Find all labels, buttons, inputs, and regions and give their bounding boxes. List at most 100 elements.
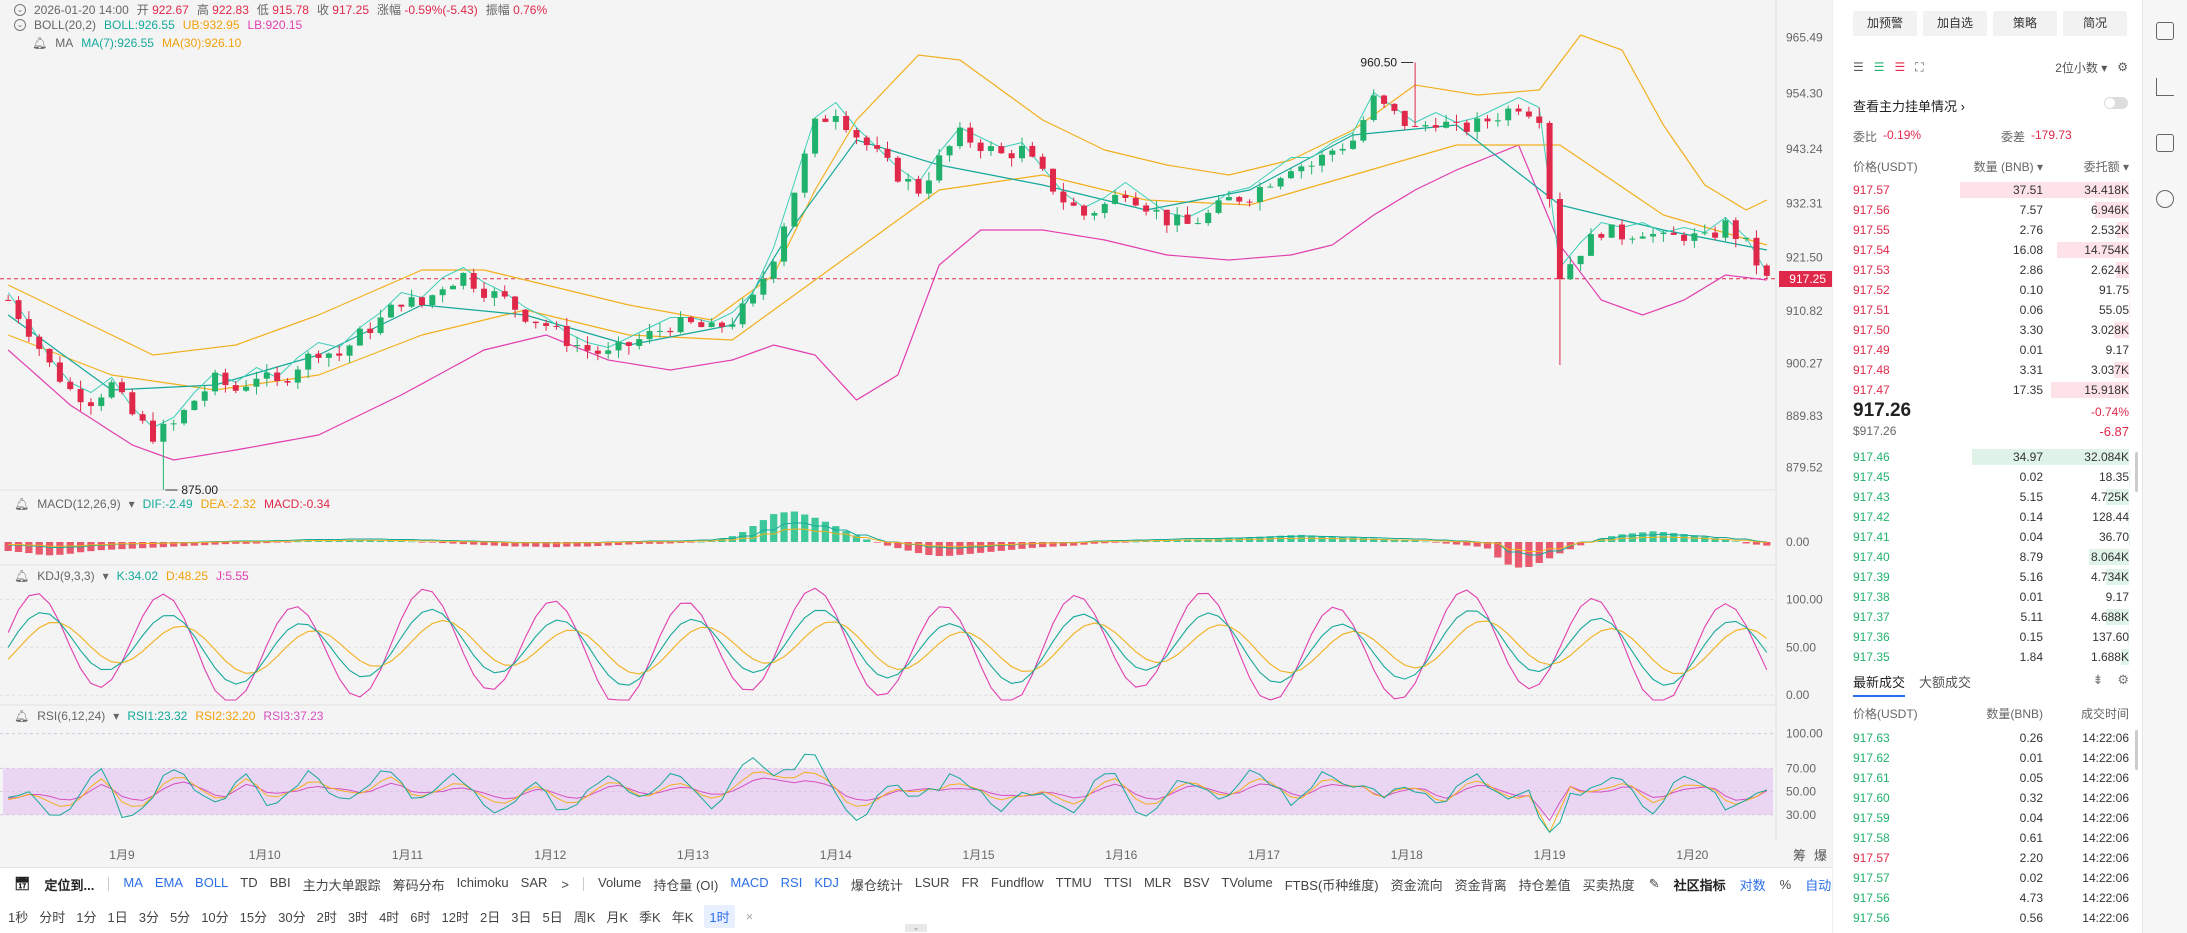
sub-indicator-item[interactable]: 资金流向 [1390,877,1443,893]
interval-item[interactable]: 6时 [410,910,431,925]
exchange-icon[interactable] [2156,190,2174,208]
sub-indicator-item[interactable]: FR [961,874,979,890]
main-indicator-item[interactable]: SAR [520,874,548,890]
log-scale-button[interactable]: 对数 [1739,877,1766,893]
strategy-button[interactable]: 策略 [1993,11,2057,36]
auto-scale-button[interactable]: 自动 [1805,877,1832,893]
ask-row[interactable]: 917.53 2.86 2.624K [1853,260,2129,280]
bid-row[interactable]: 917.45 0.02 18.35 [1853,467,2129,487]
interval-item[interactable]: 季K [639,910,661,925]
chart-area[interactable]: 965.49 954.30 943.24 932.31 921.50 910.82 900.… [0,0,1838,867]
ask-row[interactable]: 917.51 0.06 55.05 [1853,300,2129,320]
sub-indicator-item[interactable]: 持仓量 (OI) [653,877,719,893]
interval-item[interactable]: 1时 [704,905,735,928]
sub-indicator-item[interactable]: 买卖热度 [1582,877,1635,893]
tab-large-trades[interactable]: 大额成交 [1919,675,1972,690]
sub-indicator-item[interactable]: BSV [1183,874,1210,890]
main-indicator-item[interactable]: EMA [154,874,184,890]
add-watchlist-button[interactable]: 加自选 [1923,11,1987,36]
interval-item[interactable]: 15分 [239,910,268,925]
more-indicators-button[interactable]: > [561,876,569,892]
trend-chart-icon[interactable] [2156,78,2174,96]
main-indicator-item[interactable]: BBI [269,874,291,890]
chips-label[interactable]: 筹 [1793,848,1807,863]
locate-button[interactable]: 定位到... [44,877,95,893]
header-amount[interactable]: 委托额 ▾ [2083,160,2129,174]
interval-item[interactable]: 5分 [169,910,191,925]
bell-icon[interactable]: 🔔︎ [32,36,48,50]
edit-icon[interactable]: ✎ [1648,876,1660,891]
sub-indicator-item[interactable]: MACD [730,874,769,890]
interval-item[interactable]: 4时 [379,910,400,925]
interval-item[interactable]: 2时 [316,910,337,925]
liquidation-label[interactable]: 爆 [1814,848,1828,863]
summary-button[interactable]: 简况 [2063,11,2127,36]
bell-icon[interactable]: 🔔︎ [14,709,30,723]
ask-row[interactable]: 917.48 3.31 3.037K [1853,360,2129,380]
bid-row[interactable]: 917.35 1.84 1.688K [1853,647,2129,667]
interval-item[interactable]: 月K [606,910,629,925]
bid-row[interactable]: 917.42 0.14 128.44 [1853,507,2129,527]
sub-indicator-item[interactable]: TTMU [1055,874,1092,890]
main-indicator-item[interactable]: 主力大单跟踪 [302,877,381,893]
sub-indicator-item[interactable]: Fundflow [990,874,1044,890]
bid-row[interactable]: 917.41 0.04 36.70 [1853,527,2129,547]
interval-item[interactable]: 10分 [201,910,229,925]
bid-row[interactable]: 917.39 5.16 4.734K [1853,567,2129,587]
bid-row[interactable]: 917.46 34.97 32.084K [1853,447,2129,467]
sub-indicator-item[interactable]: 资金背离 [1454,877,1507,893]
chevron-down-icon[interactable]: ▾ [102,569,109,583]
kdj-name[interactable]: KDJ(9,3,3) [37,569,95,583]
add-alert-button[interactable]: 加预警 [1853,11,1917,36]
bid-row[interactable]: 917.37 5.11 4.688K [1853,607,2129,627]
interval-item[interactable]: 3时 [347,910,369,925]
sub-indicator-item[interactable]: TTSI [1103,874,1132,890]
bar-chart-icon[interactable] [2156,134,2174,152]
chevron-down-icon[interactable]: ▾ [128,497,135,511]
ma-name[interactable]: MA [55,36,74,50]
community-indicator-button[interactable]: 社区指标 [1673,877,1726,893]
ask-row[interactable]: 917.50 3.30 3.028K [1853,320,2129,340]
ask-row[interactable]: 917.52 0.10 91.75 [1853,280,2129,300]
chart-svg[interactable]: 965.49 954.30 943.24 932.31 921.50 910.82 900.… [0,0,1832,867]
sub-indicator-item[interactable]: KDJ [814,874,839,890]
sub-indicator-item[interactable]: 持仓差值 [1518,877,1571,893]
ask-row[interactable]: 917.57 37.51 34.418K [1853,180,2129,200]
interval-item[interactable]: 1日 [107,910,128,925]
bell-icon[interactable]: 🔔︎ [14,569,30,583]
close-interval-icon[interactable]: × [745,909,754,924]
orderbook-scrollbar[interactable] [2135,452,2138,492]
interval-item[interactable]: 5日 [542,910,563,925]
bid-row[interactable]: 917.43 5.15 4.725K [1853,487,2129,507]
sub-indicator-item[interactable]: Volume [597,874,642,890]
depth-view-icon[interactable]: ⛶ [1915,59,1924,74]
main-indicator-item[interactable]: MA [123,874,143,890]
interval-item[interactable]: 年K [671,910,694,925]
settings-gear-icon[interactable]: ⚙︎ [2117,672,2129,687]
main-orders-toggle[interactable] [2104,97,2128,109]
rsi-name[interactable]: RSI(6,12,24) [37,709,106,723]
ask-row[interactable]: 917.54 16.08 14.754K [1853,240,2129,260]
asks-view-icon[interactable]: ☰ [1894,60,1906,74]
bid-row[interactable]: 917.36 0.15 137.60 [1853,627,2129,647]
percent-scale-button[interactable]: % [1779,876,1792,892]
precision-select[interactable]: 2位小数 ▾ [2055,60,2108,75]
interval-item[interactable]: 12时 [441,910,469,925]
bid-row[interactable]: 917.38 0.01 9.17 [1853,587,2129,607]
main-indicator-item[interactable]: TD [240,874,258,890]
boll-name[interactable]: BOLL(20,2) [34,18,97,32]
bid-row[interactable]: 917.40 8.79 8.064K [1853,547,2129,567]
orderbook-title[interactable]: 查看主力挂单情况 › [1853,96,1965,115]
interval-item[interactable]: 周K [573,910,596,925]
both-sides-view-icon[interactable]: ☰ [1853,60,1864,74]
header-qty[interactable]: 数量 (BNB) ▾ [1973,160,2043,174]
interval-item[interactable]: 30分 [278,910,306,925]
trades-scrollbar[interactable] [2135,730,2138,770]
interval-item[interactable]: 分时 [39,910,66,925]
settings-gear-icon[interactable]: ⚙︎ [2117,60,2128,74]
collapse-icon[interactable]: ⌄ [14,19,26,31]
chevron-down-icon[interactable]: ▾ [113,709,120,723]
sub-indicator-item[interactable]: TVolume [1221,874,1273,890]
ask-row[interactable]: 917.47 17.35 15.918K [1853,380,2129,400]
interval-item[interactable]: 2日 [480,910,501,925]
